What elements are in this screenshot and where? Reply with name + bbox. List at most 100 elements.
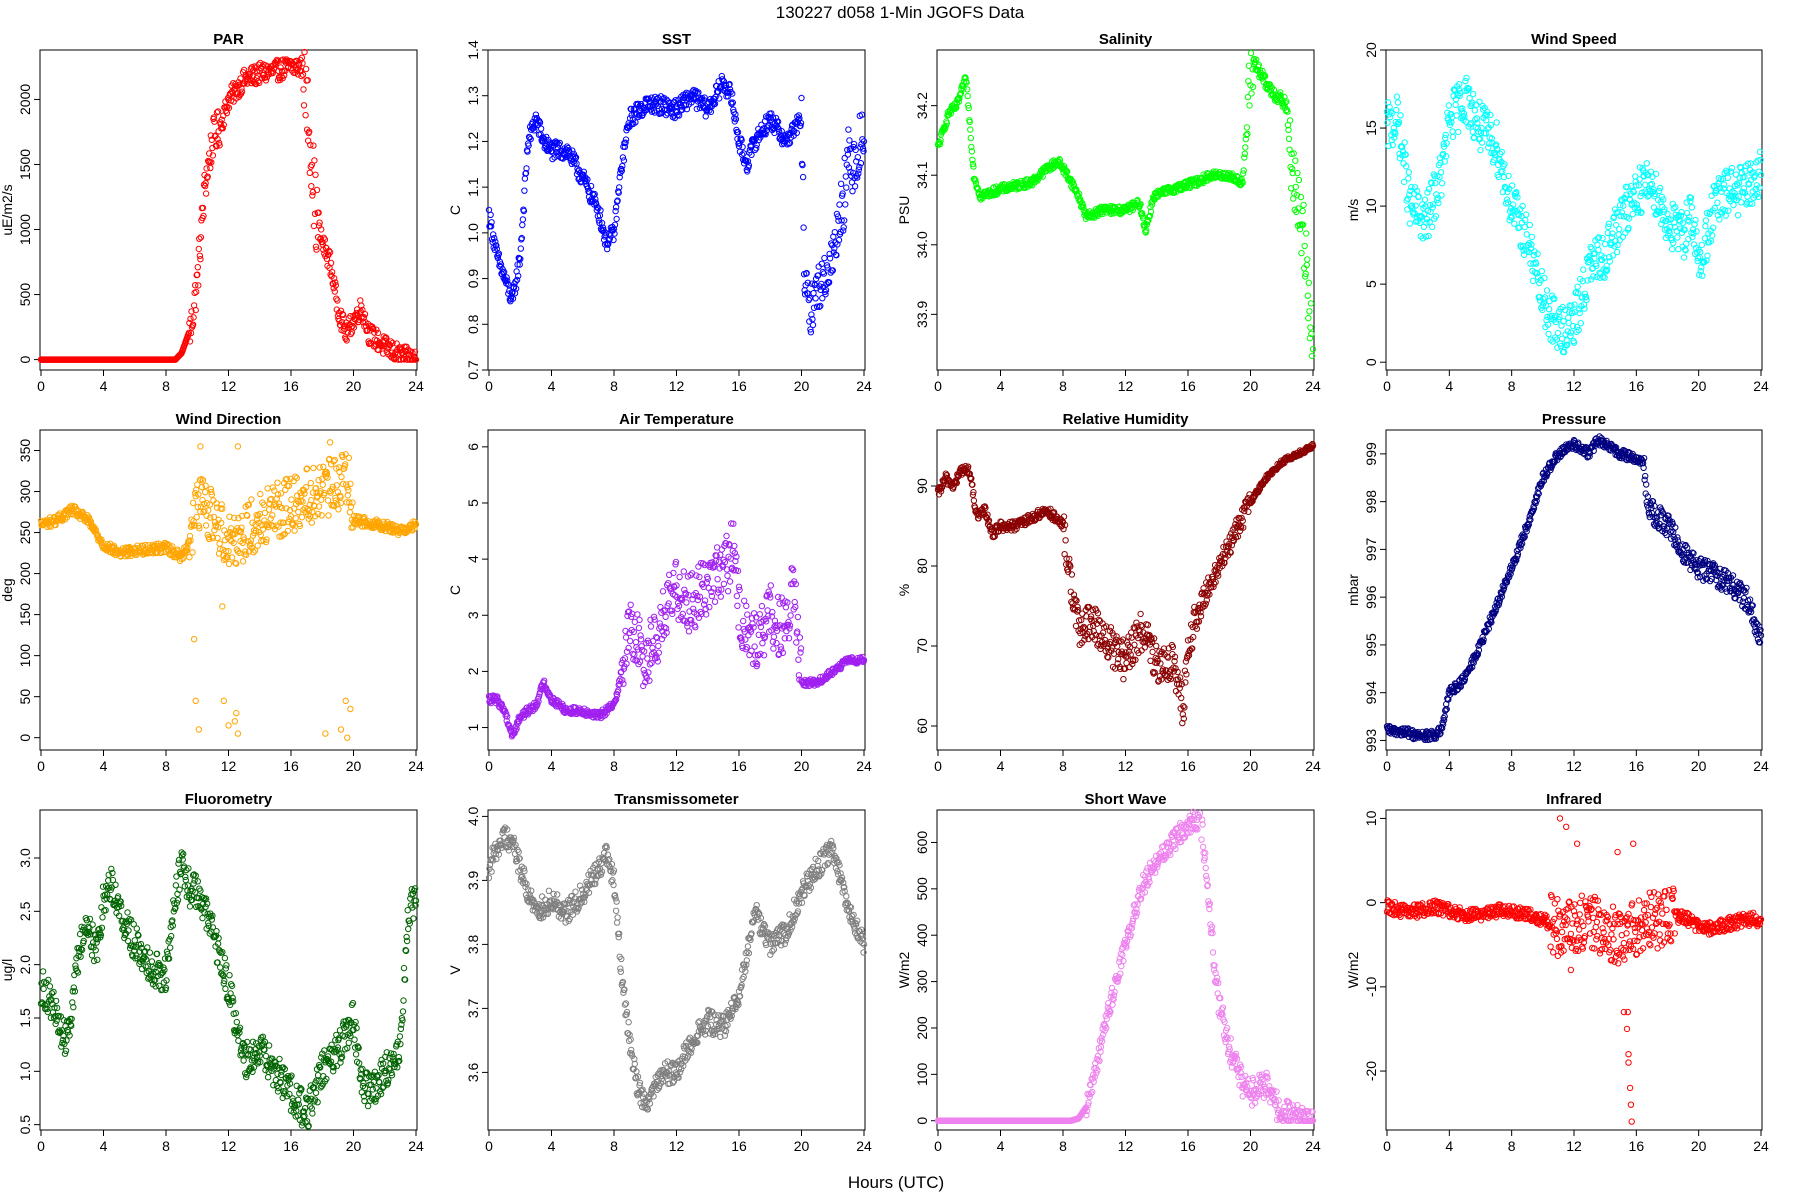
data-point [299, 71, 307, 78]
data-point [527, 135, 534, 143]
data-point [195, 245, 203, 253]
data-point [1304, 256, 1311, 263]
y-tick-label: 50 [17, 689, 33, 705]
data-points [934, 440, 1317, 727]
data-point [729, 90, 736, 97]
x-tick-label: 24 [856, 758, 872, 774]
data-point [303, 126, 311, 133]
data-point [1702, 223, 1709, 230]
y-tick-label: 0.7 [465, 360, 481, 380]
data-point [532, 111, 540, 118]
data-point [732, 115, 740, 123]
data-point [1616, 225, 1623, 233]
data-point [648, 659, 655, 667]
data-point [1545, 330, 1552, 338]
x-tick-label: 8 [1508, 378, 1516, 394]
data-point [1445, 102, 1453, 109]
data-point [308, 183, 315, 190]
x-tick-label: 16 [731, 378, 747, 394]
y-tick-label: 1 [465, 723, 481, 731]
data-point [284, 527, 292, 535]
y-tick-label: 90 [914, 478, 930, 494]
data-point [798, 94, 805, 102]
data-point [225, 104, 233, 112]
data-point [599, 224, 607, 231]
data-point [673, 109, 681, 116]
data-point [412, 356, 420, 363]
data-point [841, 154, 848, 162]
data-point [521, 187, 528, 194]
data-point [231, 718, 239, 725]
data-point [491, 235, 498, 242]
data-point [197, 256, 204, 263]
x-tick-label: 0 [485, 378, 493, 394]
data-point [307, 141, 314, 149]
data-point [587, 182, 595, 190]
data-point [236, 91, 244, 99]
data-point [490, 231, 497, 238]
data-point [1405, 175, 1412, 182]
data-point [964, 86, 971, 93]
data-point [1153, 642, 1160, 650]
data-point [595, 205, 602, 212]
data-point [193, 288, 200, 296]
data-point [1299, 207, 1306, 215]
data-point [511, 290, 519, 297]
data-point [344, 329, 351, 336]
data-point [195, 282, 202, 289]
y-tick-label: 0 [17, 734, 33, 742]
y-tick-label: 300 [17, 480, 33, 504]
data-point [748, 151, 755, 159]
data-point [1720, 181, 1728, 188]
data-point [568, 160, 575, 168]
data-point [373, 326, 380, 333]
data-point [274, 479, 281, 486]
x-tick-label: 16 [1180, 758, 1196, 774]
data-point [202, 190, 210, 197]
y-tick-label: 4 [465, 555, 481, 563]
data-point [612, 207, 619, 215]
panel-title: Wind Speed [1531, 31, 1617, 48]
data-point [1637, 193, 1644, 200]
data-point [606, 235, 613, 243]
data-point [361, 311, 369, 318]
y-tick-label: 34.0 [914, 231, 930, 258]
data-point [306, 169, 313, 177]
data-point [793, 129, 800, 137]
data-point [745, 162, 753, 169]
data-point [370, 325, 377, 333]
x-tick-label: 8 [162, 758, 170, 774]
x-tick-label: 4 [997, 758, 1005, 774]
data-point [765, 122, 772, 129]
data-point [193, 513, 200, 521]
x-tick-label: 12 [669, 758, 685, 774]
data-point [1300, 201, 1307, 209]
data-point [548, 147, 556, 155]
data-point [522, 169, 530, 177]
data-point [269, 512, 276, 519]
data-point [310, 222, 318, 230]
data-point [326, 439, 334, 446]
data-point [680, 568, 687, 575]
data-point [327, 259, 335, 267]
y-tick-label: 80 [914, 558, 930, 574]
data-point [1577, 320, 1585, 327]
data-points [1383, 74, 1765, 356]
x-tick-label: 24 [856, 378, 872, 394]
data-point [685, 628, 693, 635]
data-point [225, 722, 232, 729]
x-tick-label: 0 [934, 758, 942, 774]
data-point [325, 512, 332, 519]
data-point [493, 242, 500, 249]
y-tick-label: 2 [465, 667, 481, 675]
data-point [509, 295, 517, 302]
data-point [787, 612, 794, 619]
data-point [598, 219, 606, 227]
data-point [1295, 176, 1303, 184]
data-point [1462, 77, 1469, 85]
y-tick-label: 0.9 [465, 269, 481, 289]
data-point [1304, 292, 1312, 299]
data-point [580, 168, 587, 176]
data-point [611, 230, 618, 237]
x-tick-label: 20 [346, 378, 362, 394]
